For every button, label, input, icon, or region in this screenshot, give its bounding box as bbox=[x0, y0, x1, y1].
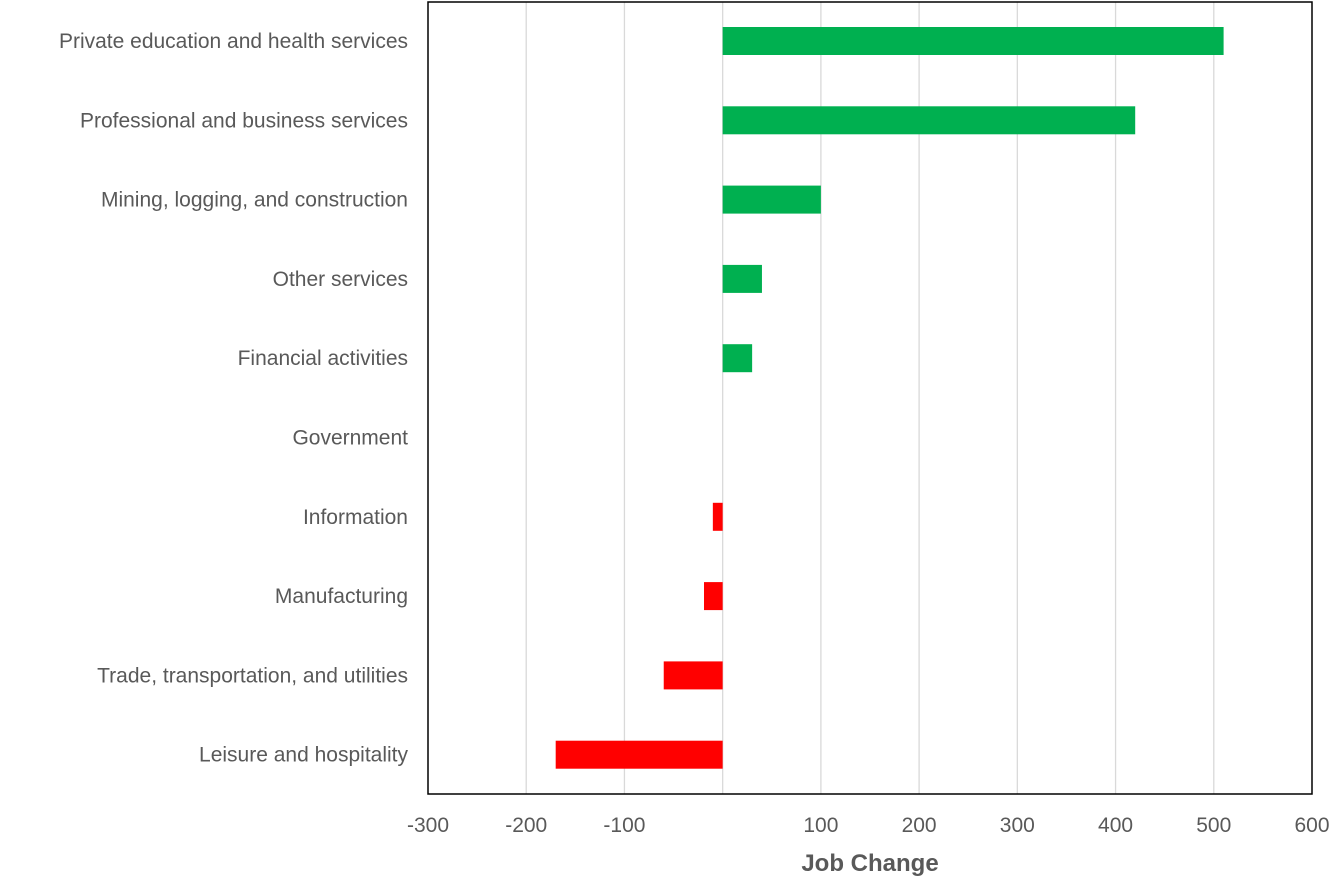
plot-area-border bbox=[427, 1, 1313, 795]
bar-mining-logging-and-construction bbox=[722, 185, 821, 214]
category-label: Information bbox=[303, 506, 408, 529]
x-tick-label: -300 bbox=[407, 814, 449, 837]
x-tick-label: 300 bbox=[1000, 814, 1035, 837]
category-label: Trade, transportation, and utilities bbox=[97, 664, 408, 687]
bar-trade-transportation-and-utilities bbox=[663, 661, 723, 690]
bar-manufacturing bbox=[704, 582, 723, 611]
bar-financial-activities bbox=[722, 344, 753, 373]
category-label: Financial activities bbox=[238, 347, 408, 370]
category-label: Government bbox=[292, 427, 408, 450]
x-tick-label: 100 bbox=[803, 814, 838, 837]
bar-private-education-and-health-services bbox=[722, 27, 1224, 55]
x-tick-label: -100 bbox=[603, 814, 645, 837]
category-label: Private education and health services bbox=[59, 30, 408, 53]
bar-professional-and-business-services bbox=[722, 106, 1136, 135]
bar-leisure-and-hospitality bbox=[555, 740, 723, 769]
category-labels: Private education and health services Pro… bbox=[59, 30, 409, 767]
x-tick-label: 400 bbox=[1098, 814, 1133, 837]
category-label: Professional and business services bbox=[80, 109, 408, 132]
category-label: Mining, logging, and construction bbox=[101, 189, 408, 212]
bars bbox=[555, 27, 1224, 769]
category-label: Leisure and hospitality bbox=[199, 744, 408, 767]
x-tick-label: 200 bbox=[902, 814, 937, 837]
category-label: Manufacturing bbox=[275, 585, 408, 608]
x-axis-title: Job Change bbox=[801, 850, 938, 877]
bar-information bbox=[712, 502, 723, 531]
x-tick-label: 600 bbox=[1294, 814, 1329, 837]
category-label: Other services bbox=[273, 268, 408, 291]
x-tick-label: -200 bbox=[505, 814, 547, 837]
bar-other-services bbox=[722, 264, 762, 293]
x-tick-label: 500 bbox=[1196, 814, 1231, 837]
x-tick-labels: -300 -200 -100 100 200 300 400 500 600 bbox=[407, 814, 1330, 837]
